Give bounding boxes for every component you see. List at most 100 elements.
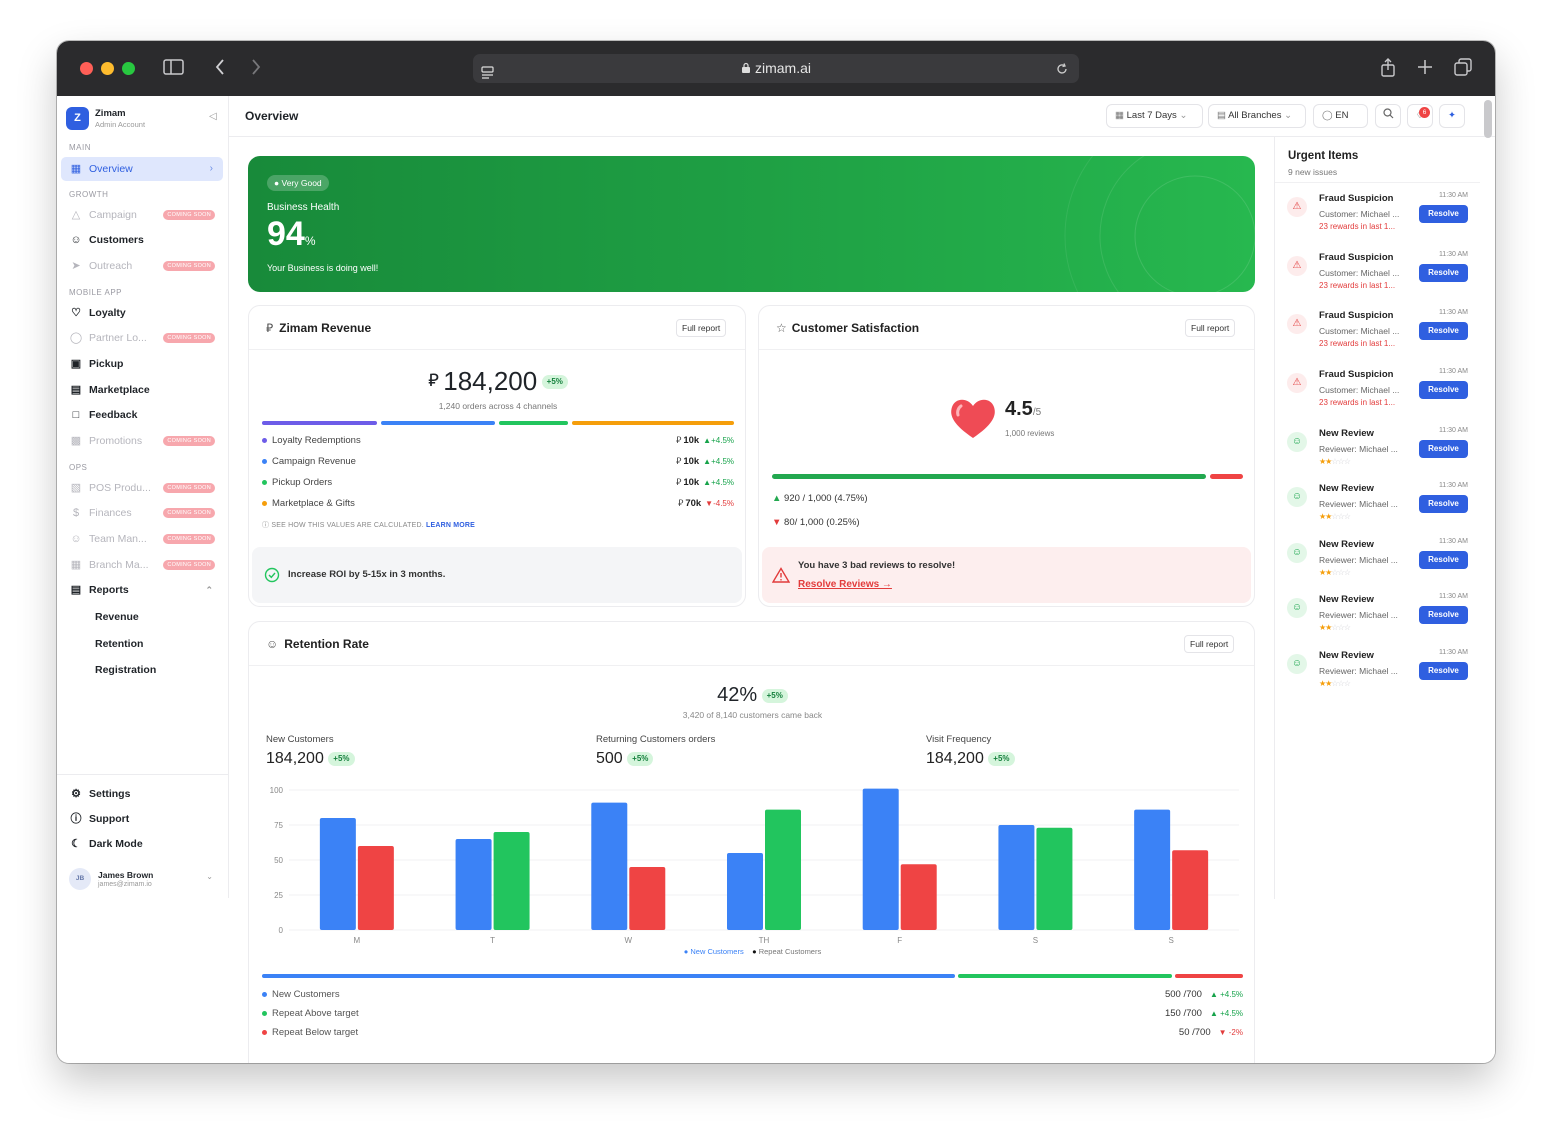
user-name: James Brown	[98, 870, 154, 880]
scrollbar[interactable]	[1484, 100, 1492, 138]
sidebar-item-outreach[interactable]: ➤ Outreach COMING SOON	[61, 254, 223, 278]
chevron-right-icon: ›	[209, 163, 213, 174]
sidebar-item-overview[interactable]: ▦ Overview ›	[61, 157, 223, 181]
urgent-items-panel: Urgent Items 9 new issues ⚠ Fraud Suspici…	[1274, 137, 1495, 899]
urgent-item[interactable]: ⚠ Fraud Suspicion Customer: Michael ... 23 …	[1275, 191, 1480, 247]
ai-assistant-button[interactable]: ✦	[1439, 104, 1465, 128]
banner-decoration	[1064, 156, 1255, 292]
sidebar-item-dark-mode[interactable]: ☾ Dark Mode	[61, 832, 223, 856]
sidebar-item-retention[interactable]: Retention	[95, 638, 144, 650]
zoom-window-button[interactable]	[122, 62, 135, 75]
sidebar-item-branch-management[interactable]: ▦ Branch Ma... COMING SOON	[61, 553, 223, 577]
new-tab-icon[interactable]	[1417, 58, 1433, 80]
chevron-down-icon: ⌄	[206, 872, 213, 881]
period-select[interactable]: ▦ Last 7 Days ⌄	[1106, 104, 1203, 128]
address-bar[interactable]: zimam.ai	[473, 54, 1079, 83]
urgent-item[interactable]: ⚠ Fraud Suspicion Customer: Michael ... 23 …	[1275, 308, 1480, 364]
legend-dot	[262, 458, 267, 464]
globe-icon: ◯	[1322, 110, 1333, 121]
item-desc: Customer: Michael ...	[1319, 267, 1400, 278]
satisfaction-full-report-button[interactable]: Full report	[1185, 319, 1236, 337]
resolve-button[interactable]: Resolve	[1419, 322, 1468, 340]
star-empty-icon: ☆	[1343, 623, 1351, 633]
tab-overview-icon[interactable]	[1454, 58, 1472, 80]
sidebar-toggle-icon[interactable]	[163, 58, 185, 80]
sidebar-item-promotions[interactable]: ▩ Promotions COMING SOON	[61, 429, 223, 453]
sidebar: Z Zimam Admin Account ◁ MAIN ▦ Overview ›…	[57, 96, 229, 898]
minimize-window-button[interactable]	[101, 62, 114, 75]
bar-repeat-customers	[900, 864, 937, 930]
collapse-sidebar-icon[interactable]: ◁	[209, 111, 217, 122]
item-time: 11:30 AM	[1438, 427, 1468, 434]
bad-reviews-alert: You have 3 bad reviews to resolve! Resol…	[762, 547, 1251, 603]
urgent-item[interactable]: ☺ New Review Reviewer: Michael ... ★★☆☆☆ 11:…	[1275, 481, 1480, 537]
resolve-button[interactable]: Resolve	[1419, 263, 1468, 282]
search-button[interactable]	[1375, 104, 1401, 128]
star-filled-icon: ★	[1319, 623, 1326, 633]
resolve-button[interactable]: Resolve	[1419, 205, 1468, 223]
urgent-item[interactable]: ☺ New Review Reviewer: Michael ... ★★☆☆☆ 11:…	[1275, 537, 1480, 593]
resolve-button[interactable]: Resolve	[1419, 606, 1468, 625]
resolve-button[interactable]: Resolve	[1419, 495, 1468, 514]
heart-illustration-icon	[949, 396, 997, 445]
sidebar-item-customers[interactable]: ☺ Customers	[61, 228, 223, 252]
resolve-button[interactable]: Resolve	[1419, 550, 1468, 569]
urgent-item[interactable]: ☺ New Review Reviewer: Michael ... ★★☆☆☆ 11:…	[1275, 648, 1480, 704]
x-tick-label: S	[1033, 936, 1038, 945]
share-icon[interactable]	[1380, 58, 1396, 82]
revenue-title: ⃁ Zimam Revenue	[266, 321, 372, 335]
sidebar-item-reports[interactable]: ▤ Reports ⌃	[61, 578, 223, 602]
urgent-item[interactable]: ⚠ Fraud Suspicion Customer: Michael ... 23 …	[1275, 250, 1480, 306]
business-health-banner: ● Very Good Business Health 94% Your Bus…	[248, 156, 1255, 292]
resolve-reviews-link[interactable]: Resolve Reviews →	[798, 579, 892, 590]
negative-stat: ▼ 80/ 1,000 (0.25%)	[772, 517, 860, 528]
sidebar-item-settings[interactable]: ⚙ Settings	[61, 782, 223, 806]
revenue-row: Loyalty Redemptions ⃁ 10k ▲+4.5%	[262, 435, 734, 446]
sidebar-item-marketplace[interactable]: ▤ Marketplace	[61, 378, 223, 402]
sidebar-item-registration[interactable]: Registration	[95, 664, 157, 676]
revenue-row-label: Marketplace & Gifts	[272, 498, 355, 509]
split-pickup	[499, 421, 568, 425]
star-filled-icon: ★	[1319, 457, 1326, 466]
learn-more-link[interactable]: LEARN MORE	[426, 522, 476, 529]
close-window-button[interactable]	[80, 62, 93, 75]
urgent-item[interactable]: ☺ New Review Reviewer: Michael ... ★★☆☆☆ 11:…	[1275, 426, 1480, 482]
sidebar-item-loyalty[interactable]: ♡ Loyalty	[61, 301, 223, 325]
resolve-button[interactable]: Resolve	[1419, 380, 1468, 399]
sidebar-item-support[interactable]: ⓘ Support	[61, 807, 223, 831]
sidebar-item-pickup[interactable]: ▣ Pickup	[61, 352, 223, 376]
sidebar-item-team-management[interactable]: ☺ Team Man... COMING SOON	[61, 527, 223, 551]
language-select[interactable]: ◯ EN ⌄	[1313, 104, 1368, 143]
sidebar-item-campaign[interactable]: △ Campaign COMING SOON	[61, 203, 223, 227]
url-text: zimam.ai	[754, 60, 811, 76]
forward-icon[interactable]	[250, 58, 262, 80]
resolve-button[interactable]: Resolve	[1419, 440, 1468, 458]
user-menu[interactable]: JB James Brown james@zimam.io ⌄	[61, 862, 223, 894]
stat-change-badge: +5%	[328, 752, 355, 766]
currency-symbol: ⃁	[675, 477, 682, 487]
star-empty-icon: ☆	[1343, 457, 1351, 466]
branch-icon: ▤	[1217, 110, 1226, 121]
revenue-full-report-button[interactable]: Full report	[676, 319, 727, 337]
reload-icon[interactable]	[1055, 54, 1069, 83]
urgent-item[interactable]: ☺ New Review Reviewer: Michael ... ★★☆☆☆ 11:…	[1275, 592, 1480, 648]
sidebar-item-finances[interactable]: $ Finances COMING SOON	[61, 501, 223, 525]
page-settings-icon[interactable]	[481, 61, 495, 90]
urgent-item[interactable]: ⚠ Fraud Suspicion Customer: Michael ... 23 …	[1275, 367, 1480, 423]
retention-full-report-button[interactable]: Full report	[1184, 635, 1235, 653]
retention-row-value: 150 /700 ▲ +4.5%	[1165, 1008, 1243, 1019]
back-icon[interactable]	[214, 58, 226, 80]
page-title: Overview	[245, 109, 299, 123]
resolve-button[interactable]: Resolve	[1419, 661, 1468, 680]
stat-value-text: 184,200	[266, 750, 324, 767]
notifications-button[interactable]: ♢ 6	[1407, 104, 1433, 128]
send-icon: ➤	[71, 260, 81, 272]
main-content: ● Very Good Business Health 94% Your Bus…	[229, 137, 1274, 1063]
moon-icon: ☾	[71, 838, 81, 850]
sidebar-item-revenue[interactable]: Revenue	[95, 611, 139, 623]
sidebar-item-partner-loyalty[interactable]: ◯ Partner Lo... COMING SOON	[61, 326, 223, 350]
branch-select[interactable]: ▤ All Branches ⌄	[1208, 104, 1306, 128]
sidebar-item-pos-products[interactable]: ▧ POS Produ... COMING SOON	[61, 476, 223, 500]
sidebar-item-feedback[interactable]: □ Feedback	[61, 403, 223, 427]
y-tick-label: 0	[279, 926, 284, 935]
